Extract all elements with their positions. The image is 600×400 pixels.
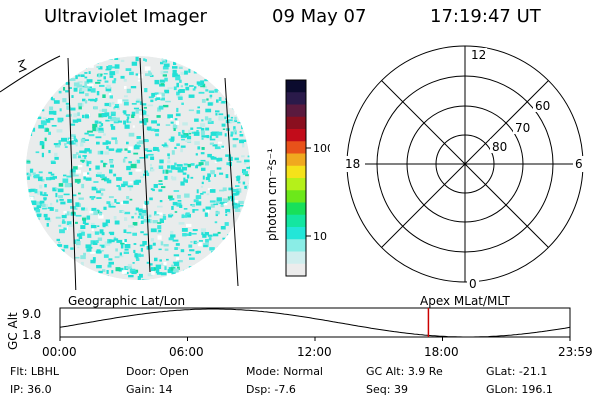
colorbar-band bbox=[286, 239, 306, 252]
colorbar-frame bbox=[285, 79, 307, 277]
x-tick-0600: 06:00 bbox=[169, 345, 204, 359]
timeline-frame bbox=[59, 307, 571, 338]
timeline-left-title: Geographic Lat/Lon bbox=[68, 294, 186, 308]
x-tick-0000: 00:00 bbox=[42, 345, 77, 359]
uv-image-panel bbox=[0, 55, 250, 290]
colorbar-band bbox=[286, 116, 306, 130]
status-flt-value: LBHL bbox=[30, 365, 59, 378]
coastline-mark bbox=[17, 59, 28, 73]
status-seq: Seq: 39 bbox=[366, 383, 408, 396]
polar-diag-2 bbox=[381, 80, 549, 248]
colorbar-tick-100: 100 bbox=[313, 142, 330, 155]
status-door: Door: Open bbox=[126, 365, 189, 378]
status-glon: GLon: 196.1 bbox=[486, 383, 553, 396]
y-tick-1-8: 1.8 bbox=[22, 328, 41, 342]
colorbar-band bbox=[286, 80, 306, 93]
mlt-label-0: 0 bbox=[469, 277, 477, 291]
status-glat-value: -21.1 bbox=[518, 365, 548, 378]
status-door-value: Open bbox=[159, 365, 189, 378]
colorbar-tick-10: 10 bbox=[313, 230, 327, 243]
lat-label-80: 80 bbox=[492, 140, 507, 154]
timeline-y-label: GC Alt bbox=[6, 312, 20, 350]
coastline-arc bbox=[0, 55, 61, 93]
status-gcalt-value: 3.9 Re bbox=[407, 365, 443, 378]
status-seq-value: 39 bbox=[393, 383, 408, 396]
status-dsp-value: -7.6 bbox=[274, 383, 296, 396]
colorbar-band bbox=[286, 104, 306, 118]
longitude-lines bbox=[67, 57, 239, 290]
status-glat: GLat: -21.1 bbox=[486, 365, 548, 378]
x-tick-1200: 12:00 bbox=[297, 345, 332, 359]
status-ip-value: 36.0 bbox=[27, 383, 52, 396]
colorbar-band bbox=[286, 153, 306, 167]
altitude-timeline: GC Alt 9.0 1.8 00:00 06:00 12:00 18:00 2… bbox=[6, 307, 593, 359]
status-gain-value: 14 bbox=[158, 383, 173, 396]
mlt-label-12: 12 bbox=[471, 48, 486, 62]
colorbar-band bbox=[286, 263, 306, 277]
status-gcalt: GC Alt: 3.9 Re bbox=[366, 365, 443, 378]
lat-label-70: 70 bbox=[515, 121, 530, 135]
status-flt: Flt: LBHL bbox=[10, 365, 59, 378]
colorbar-band bbox=[286, 190, 306, 203]
status-ip: IP: 36.0 bbox=[10, 383, 52, 396]
timeline-right-title: Apex MLat/MLT bbox=[420, 294, 510, 308]
status-dsp: Dsp: -7.6 bbox=[246, 383, 296, 396]
colorbar-band bbox=[286, 202, 306, 216]
altitude-curve bbox=[59, 308, 571, 338]
instrument-title: Ultraviolet Imager bbox=[44, 6, 207, 27]
status-mode-value: Normal bbox=[283, 365, 323, 378]
colorbar-band bbox=[286, 227, 306, 240]
colorbar-band bbox=[286, 214, 306, 228]
colorbar-band bbox=[286, 165, 306, 179]
x-tick-1800: 18:00 bbox=[424, 345, 459, 359]
date-label: 09 May 07 bbox=[272, 6, 367, 27]
status-mode: Mode: Normal bbox=[246, 365, 323, 378]
x-tick-2359: 23:59 bbox=[558, 345, 593, 359]
lat-label-60: 60 bbox=[535, 99, 550, 113]
colorbar: 100 10 photon cm⁻²s⁻¹ bbox=[265, 79, 330, 277]
colorbar-band bbox=[286, 178, 306, 191]
mlt-label-6: 6 bbox=[575, 157, 583, 171]
imager-disk bbox=[26, 56, 250, 280]
colorbar-band bbox=[286, 141, 306, 154]
colorbar-band bbox=[286, 129, 306, 142]
mlt-label-18: 18 bbox=[345, 157, 360, 171]
y-tick-9: 9.0 bbox=[22, 307, 41, 321]
polar-plot: 12 18 6 0 60 70 80 bbox=[343, 45, 587, 291]
colorbar-unit-label: photon cm⁻²s⁻¹ bbox=[265, 148, 279, 241]
colorbar-band bbox=[286, 251, 306, 265]
time-label: 17:19:47 UT bbox=[430, 6, 541, 27]
status-glon-value: 196.1 bbox=[521, 383, 553, 396]
colorbar-band bbox=[286, 92, 306, 105]
status-gain: Gain: 14 bbox=[126, 383, 173, 396]
